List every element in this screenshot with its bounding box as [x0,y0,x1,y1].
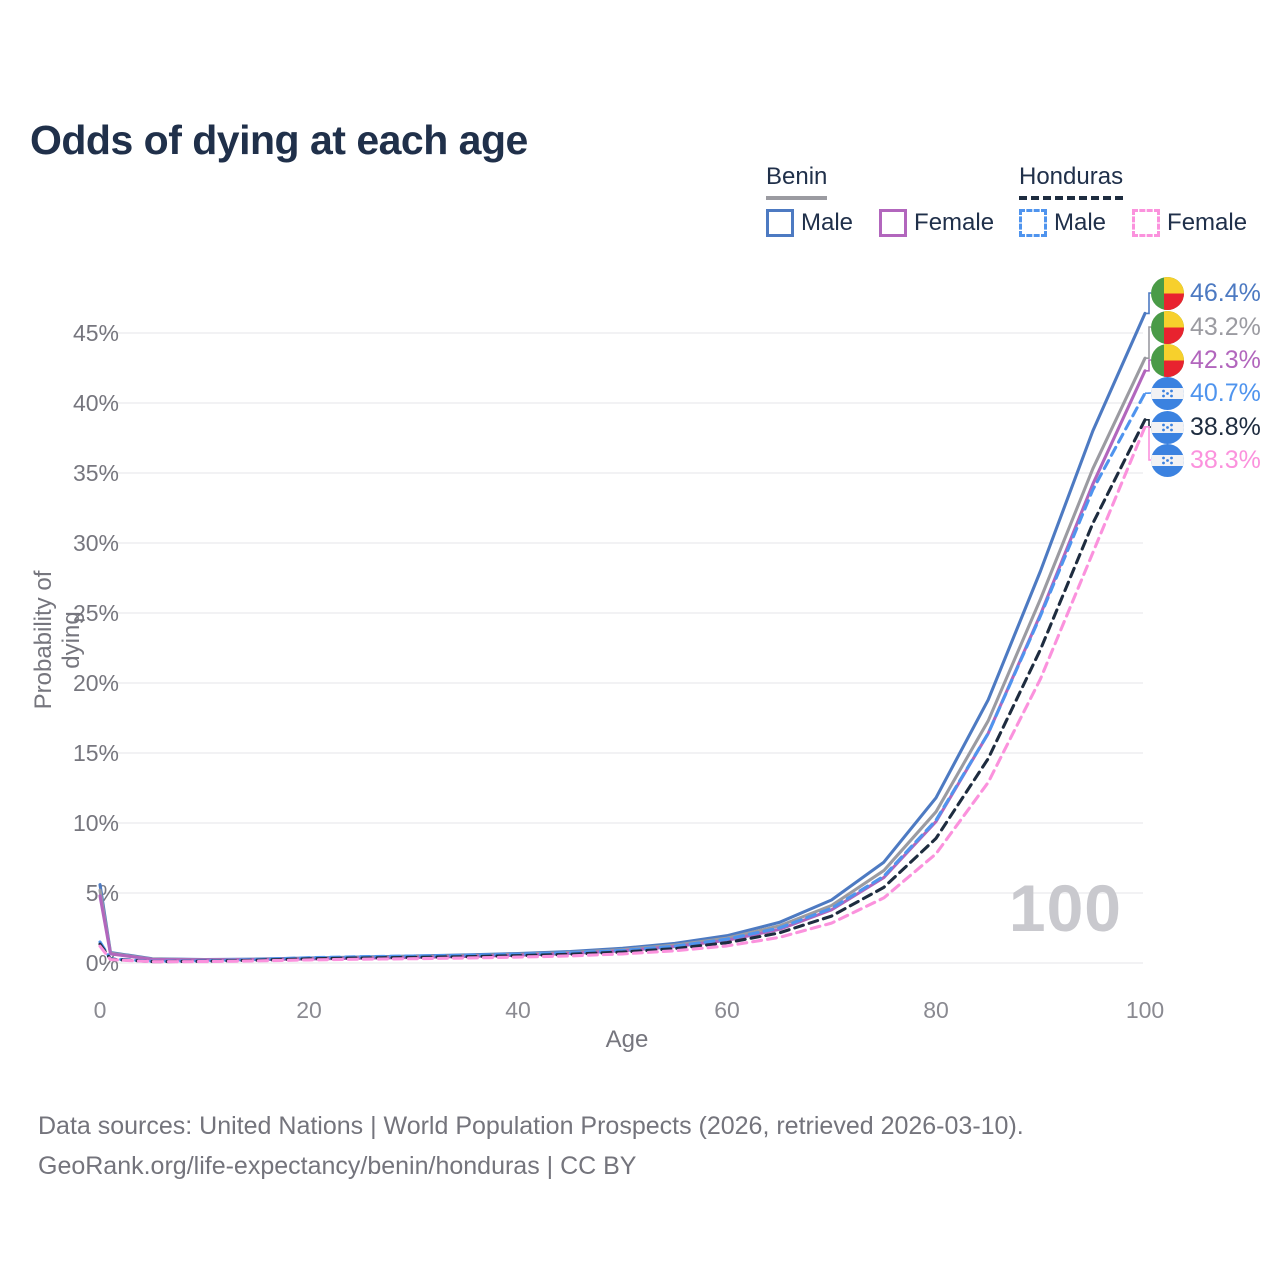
page-title: Odds of dying at each age [30,117,528,164]
y-tick-label: 20% [73,670,119,696]
chart-footer: Data sources: United Nations | World Pop… [38,1106,1024,1186]
legend-group-honduras: Honduras Male Female [1019,163,1247,237]
x-tick-label: 100 [1126,997,1164,1023]
legend-swatch-benin-male [766,209,794,237]
end-label-benin-all: 43.2% [1151,310,1261,344]
end-label-connector [1145,359,1151,372]
x-tick-label: 20 [296,997,322,1023]
y-tick-label: 15% [73,740,119,766]
y-tick-label: 25% [73,600,119,626]
y-tick-label: 40% [73,390,119,416]
end-label-value: 42.3% [1190,345,1261,374]
x-tick-label: 60 [714,997,740,1023]
legend-swatch-honduras-female [1132,209,1161,237]
legend-label-honduras-female: Female [1167,209,1248,236]
series-line-honduras-female[interactable] [98,425,1147,964]
end-label-connector [1145,425,1151,461]
flag-icon-benin [1151,276,1184,310]
end-label-connector [1145,292,1151,315]
flag-icon-benin [1151,343,1184,377]
end-label-value: 43.2% [1190,312,1261,341]
legend-label-honduras-male: Male [1054,209,1107,236]
flag-icon-honduras [1151,410,1184,444]
end-label-honduras-female: 38.3% [1151,443,1261,477]
y-tick-label: 10% [73,810,119,836]
end-label-honduras-male: 40.7% [1151,376,1261,410]
end-label-connector [1145,418,1151,428]
series-line-benin-female[interactable] [98,369,1147,962]
flag-icon-honduras [1151,443,1184,477]
legend-item-honduras-female[interactable]: Female [1132,209,1247,237]
flag-icon-honduras [1151,376,1184,410]
hover-age-watermark: 100 [1008,871,1122,945]
end-label-value: 40.7% [1190,378,1261,407]
end-label-value: 38.3% [1190,445,1261,474]
legend-group-title-honduras[interactable]: Honduras [1019,163,1124,200]
legend-swatch-benin-female [879,209,908,237]
series-line-benin-male[interactable] [98,311,1147,962]
footer-source-line: Data sources: United Nations | World Pop… [38,1112,1024,1140]
legend-item-benin-female[interactable]: Female [879,209,994,237]
legend-item-honduras-male[interactable]: Male [1019,209,1106,237]
footer-license-line: GeoRank.org/life-expectancy/benin/hondur… [38,1152,637,1180]
x-axis-title: Age [605,1026,649,1053]
legend-item-benin-male[interactable]: Male [766,209,853,237]
end-label-benin-male: 46.4% [1151,276,1261,310]
series-line-benin-all[interactable] [98,356,1147,962]
y-tick-label: 35% [73,460,119,486]
x-tick-label: 80 [923,997,949,1023]
series-line-honduras-all[interactable] [98,418,1147,964]
end-label-benin-female: 42.3% [1151,343,1261,377]
legend-group-benin: Benin Male Female [766,163,994,237]
end-label-value: 38.8% [1190,412,1261,441]
x-tick-label: 40 [505,997,531,1023]
x-tick-label: 0 [94,997,107,1023]
legend-label-benin-female: Female [914,209,995,236]
flag-icon-benin [1151,310,1184,344]
y-tick-label: 45% [73,320,119,346]
legend-group-title-benin[interactable]: Benin [766,163,828,200]
y-axis-title: Probability of dying [30,570,85,710]
series-line-honduras-male[interactable] [98,391,1147,963]
end-label-honduras-all: 38.8% [1151,410,1261,444]
end-label-value: 46.4% [1190,278,1261,307]
legend-swatch-honduras-male [1019,209,1047,237]
y-tick-label: 30% [73,530,119,556]
end-label-connector [1145,326,1151,360]
legend-label-benin-male: Male [801,209,854,236]
